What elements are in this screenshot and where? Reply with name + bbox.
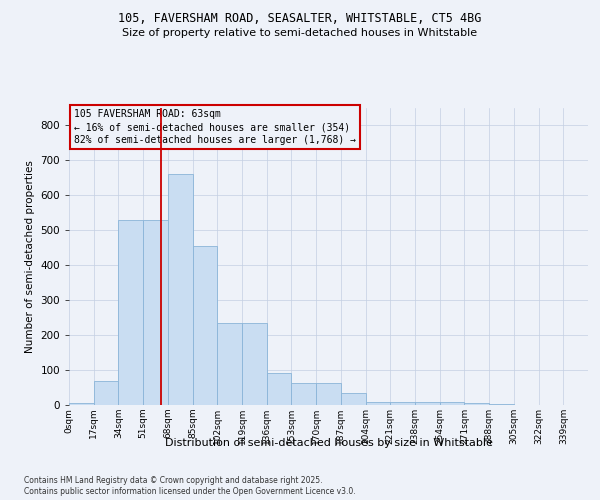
Y-axis label: Number of semi-detached properties: Number of semi-detached properties <box>25 160 35 352</box>
Bar <box>341 393 365 405</box>
Text: 105 FAVERSHAM ROAD: 63sqm
← 16% of semi-detached houses are smaller (354)
82% of: 105 FAVERSHAM ROAD: 63sqm ← 16% of semi-… <box>74 109 356 146</box>
Text: 105, FAVERSHAM ROAD, SEASALTER, WHITSTABLE, CT5 4BG: 105, FAVERSHAM ROAD, SEASALTER, WHITSTAB… <box>118 12 482 26</box>
Bar <box>94 380 118 405</box>
Bar <box>464 403 489 405</box>
Bar <box>69 403 94 405</box>
Text: Size of property relative to semi-detached houses in Whitstable: Size of property relative to semi-detach… <box>122 28 478 38</box>
Bar <box>316 383 341 405</box>
Bar <box>143 220 168 405</box>
Bar <box>168 174 193 405</box>
Bar <box>489 404 514 405</box>
Bar <box>217 323 242 405</box>
Text: Distribution of semi-detached houses by size in Whitstable: Distribution of semi-detached houses by … <box>165 438 493 448</box>
Bar <box>267 373 292 405</box>
Bar <box>118 220 143 405</box>
Bar <box>292 383 316 405</box>
Bar <box>242 323 267 405</box>
Bar <box>415 402 440 405</box>
Bar <box>193 246 217 405</box>
Text: Contains public sector information licensed under the Open Government Licence v3: Contains public sector information licen… <box>24 487 356 496</box>
Bar <box>365 402 390 405</box>
Bar <box>440 402 464 405</box>
Text: Contains HM Land Registry data © Crown copyright and database right 2025.: Contains HM Land Registry data © Crown c… <box>24 476 323 485</box>
Bar <box>390 402 415 405</box>
